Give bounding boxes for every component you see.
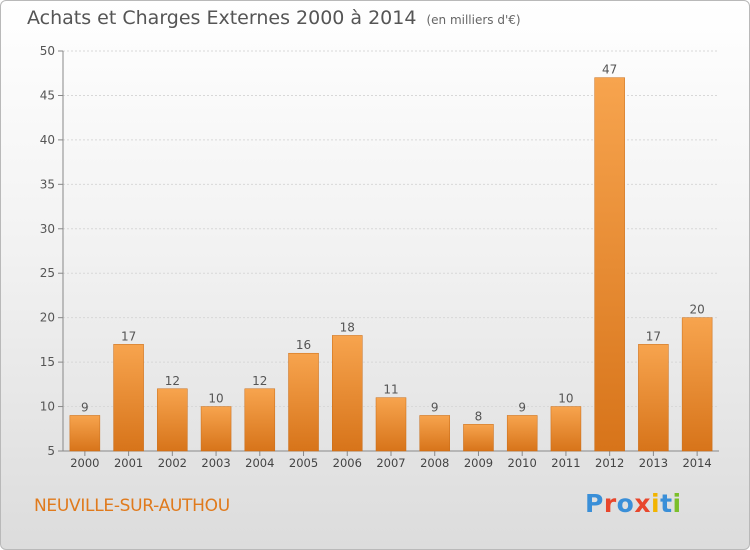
bar-2012 [594, 77, 625, 452]
bar-2000 [69, 415, 101, 452]
y-tick-label: 25 [40, 266, 55, 280]
x-tick-label-2009: 2009 [464, 456, 493, 470]
logo-letter: t [660, 489, 673, 518]
data-label-2003: 10 [208, 392, 223, 406]
bar-2004 [244, 388, 276, 452]
logo-letter: P [585, 489, 604, 518]
x-tick-label-2012: 2012 [595, 456, 624, 470]
x-tick-label-2002: 2002 [158, 456, 187, 470]
y-tick-label: 45 [40, 88, 55, 102]
chart-unit: (en milliers d'€) [426, 13, 521, 27]
chart-title-text: Achats et Charges Externes 2000 à 2014 [27, 7, 417, 29]
data-label-2006: 18 [340, 320, 355, 334]
x-tick-label-2013: 2013 [639, 456, 668, 470]
bar-2006 [332, 335, 363, 452]
x-tick-label-2011: 2011 [551, 456, 580, 470]
x-tick-label-2005: 2005 [289, 456, 318, 470]
x-tick-label-2014: 2014 [682, 456, 711, 470]
bar-2009 [463, 424, 494, 452]
bar-2005 [288, 352, 319, 452]
data-label-2008: 9 [431, 400, 439, 414]
x-tick-label-2006: 2006 [333, 456, 362, 470]
logo-letter: i [672, 489, 682, 518]
logo-letter: r [603, 489, 617, 518]
y-tick-label: 30 [40, 222, 55, 236]
data-label-2007: 11 [383, 383, 398, 397]
data-label-2001: 17 [121, 329, 136, 343]
data-label-2012: 47 [602, 63, 617, 77]
x-tick-label-2008: 2008 [420, 456, 449, 470]
x-tick-label-2001: 2001 [114, 456, 143, 470]
town-name: NEUVILLE-SUR-AUTHOU [34, 496, 230, 516]
y-tick-label: 15 [40, 355, 55, 369]
y-tick-label: 35 [40, 177, 55, 191]
y-tick-label: 50 [40, 44, 55, 58]
logo-letter: o [616, 489, 635, 518]
logo-letter: i [651, 489, 661, 518]
bar-2008 [419, 415, 450, 452]
x-tick-label-2000: 2000 [70, 456, 99, 470]
bar-2001 [113, 344, 144, 452]
labels: 9 2000 17 2001 12 2002 10 2003 12 2004 16 2005 18 200… [70, 63, 712, 470]
proxiti-logo[interactable]: Proxiti [585, 489, 682, 518]
bar-2010 [506, 415, 538, 452]
y-tick-label: 40 [40, 133, 55, 147]
bars [69, 77, 713, 452]
data-label-2013: 17 [646, 329, 661, 343]
x-tick-label-2007: 2007 [376, 456, 405, 470]
bar-2007 [375, 397, 407, 452]
x-tick-label-2003: 2003 [201, 456, 230, 470]
logo-letter: x [634, 489, 651, 518]
x-tick-label-2010: 2010 [508, 456, 537, 470]
data-label-2002: 12 [165, 374, 180, 388]
data-label-2005: 16 [296, 338, 311, 352]
y-tick-label: 5 [47, 444, 55, 458]
bar-2011 [550, 406, 582, 452]
bar-2002 [157, 388, 188, 452]
data-label-2010: 9 [518, 400, 526, 414]
data-label-2011: 10 [558, 392, 573, 406]
bar-2003 [200, 406, 232, 452]
data-label-2009: 8 [475, 409, 483, 423]
bar-2013 [638, 344, 669, 452]
bar-2014 [681, 317, 713, 452]
data-label-2014: 20 [689, 303, 704, 317]
data-label-2000: 9 [81, 400, 89, 414]
chart-title: Achats et Charges Externes 2000 à 2014 (e… [27, 7, 521, 29]
y-tick-label: 10 [40, 400, 55, 414]
data-label-2004: 12 [252, 374, 267, 388]
x-tick-label-2004: 2004 [245, 456, 274, 470]
y-tick-label: 20 [40, 311, 55, 325]
